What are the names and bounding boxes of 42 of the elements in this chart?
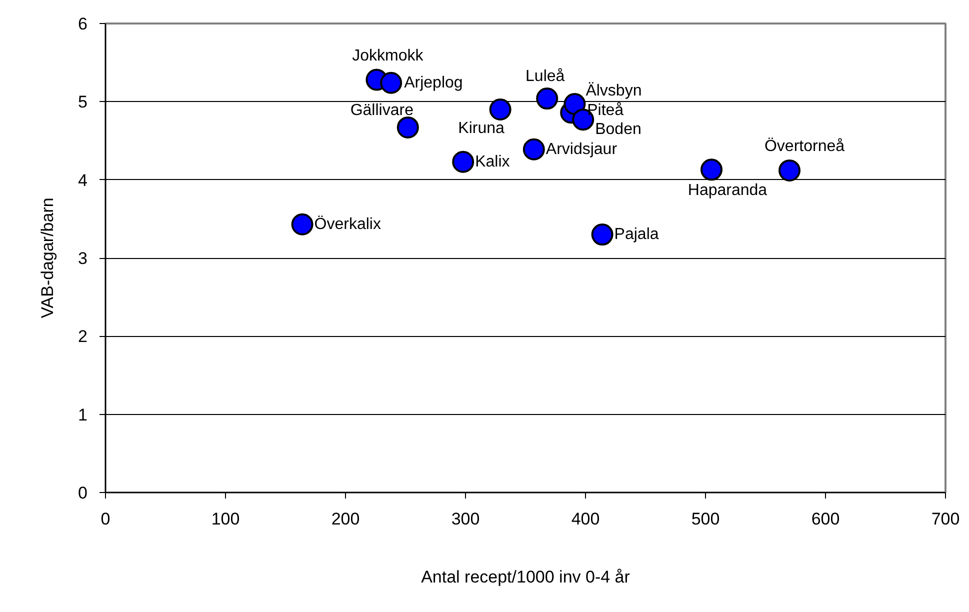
annotation: Haparanda <box>688 182 768 200</box>
y-tick-label: 2 <box>78 327 88 346</box>
y-tick-label: 0 <box>78 484 88 502</box>
x-tick-label: 600 <box>811 510 840 528</box>
point <box>536 88 558 110</box>
annotation: Älvsbyn <box>586 82 642 100</box>
annotation: Piteå <box>587 102 624 120</box>
point <box>700 158 722 181</box>
x-axis-title: Antal recept/1000 inv 0-4 år <box>421 568 630 586</box>
annotation: Boden <box>595 121 642 138</box>
annotation: Arvidsjaur <box>546 140 618 158</box>
point <box>489 98 512 120</box>
x-tick-label: 700 <box>931 510 960 528</box>
x-tick-label: 100 <box>211 510 240 528</box>
annotation: Överkalix <box>314 214 381 233</box>
x-tick-label: 300 <box>451 510 480 528</box>
point <box>396 116 419 138</box>
y-axis-title: VAB-dagar/barn <box>38 198 58 318</box>
point <box>778 159 800 182</box>
point <box>522 138 545 160</box>
x-tick-label: 200 <box>331 510 360 528</box>
point <box>591 224 614 246</box>
y-tick-label: 1 <box>78 405 88 424</box>
x-tick-label: 400 <box>571 510 600 528</box>
x-tick-label: 0 <box>100 510 110 528</box>
y-tick-label: 4 <box>78 170 88 190</box>
annotation: Kalix <box>475 153 510 170</box>
point <box>291 213 314 236</box>
annotation: Pajala <box>614 226 659 244</box>
y-tick-label: 6 <box>78 14 88 34</box>
point <box>452 150 474 173</box>
point <box>380 72 402 94</box>
annotation: Arjeplog <box>404 74 463 92</box>
y-tick-label: 3 <box>78 249 88 268</box>
annotation: Luleå <box>526 68 565 86</box>
annotation: Jokkmokk <box>352 47 424 64</box>
annotation: Gällivare <box>350 102 414 119</box>
point <box>564 93 586 115</box>
annotation: Övertorneå <box>764 136 845 155</box>
x-tick-label: 500 <box>691 510 720 528</box>
annotation: Kiruna <box>458 120 505 137</box>
y-tick-label: 5 <box>78 92 88 112</box>
